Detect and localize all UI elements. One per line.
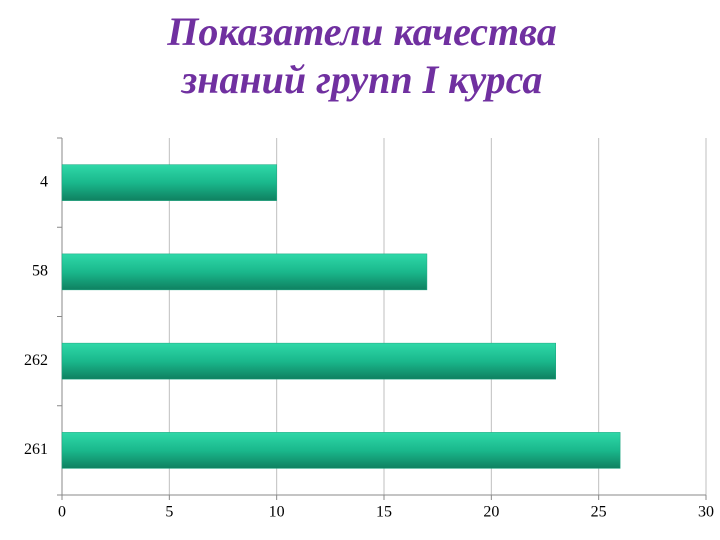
y-tick-label: 4 xyxy=(40,173,48,190)
x-tick-label: 10 xyxy=(269,504,285,521)
y-tick-label: 58 xyxy=(32,263,48,280)
x-tick-label: 15 xyxy=(376,504,392,521)
x-tick-label: 5 xyxy=(165,504,173,521)
y-tick-label: 261 xyxy=(24,441,48,458)
bar xyxy=(61,164,277,201)
bar xyxy=(61,342,556,380)
bar xyxy=(61,432,621,469)
x-tick-label: 0 xyxy=(58,504,66,521)
chart-title: Показатели качества xyxy=(166,9,557,54)
bar xyxy=(61,253,428,291)
x-tick-label: 25 xyxy=(591,504,607,521)
x-tick-label: 30 xyxy=(698,504,714,521)
x-tick-label: 20 xyxy=(483,504,499,521)
chart-title: знаний групп I курса xyxy=(181,57,543,102)
y-tick-label: 262 xyxy=(24,352,48,369)
